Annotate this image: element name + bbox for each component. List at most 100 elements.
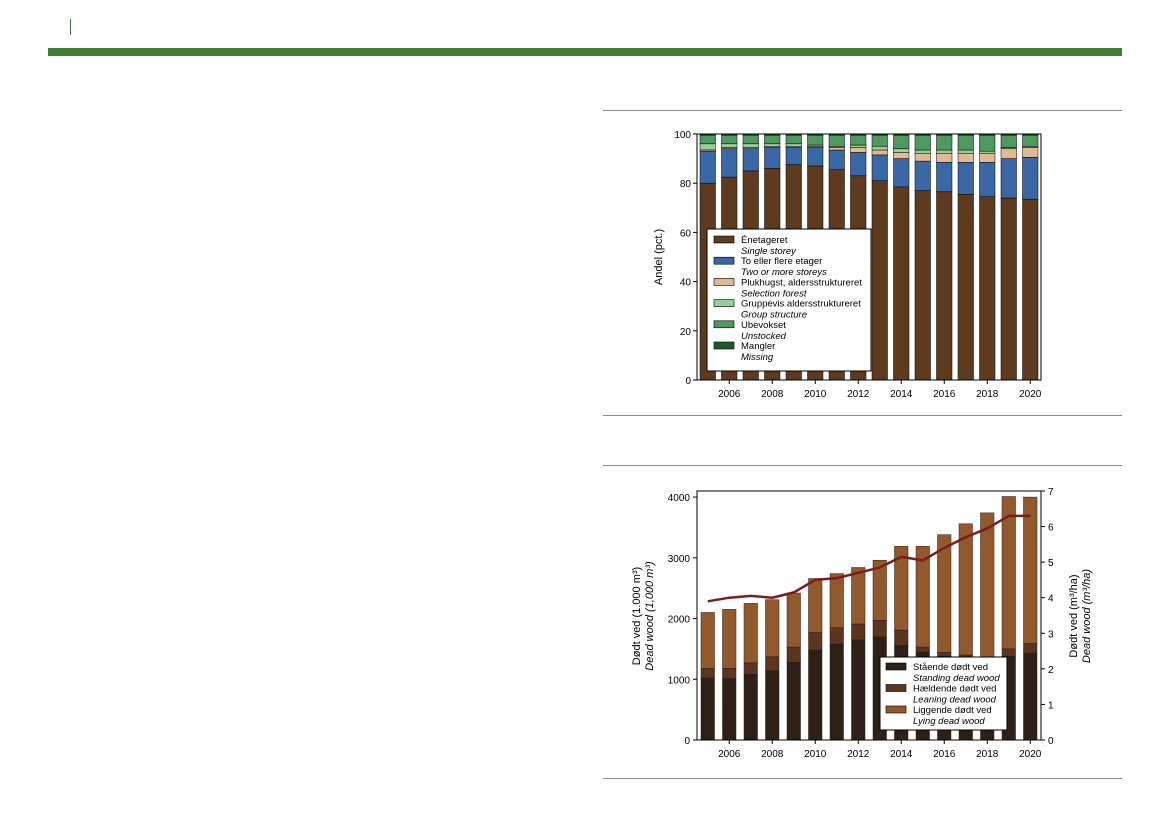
bar-2018-lying-dead-wood (980, 512, 995, 658)
x-tick-label-2012: 2012 (847, 389, 870, 400)
x-tick-label-2008: 2008 (761, 389, 784, 400)
bar-2009-leaning-dead-wood (786, 646, 801, 663)
chart1-bottom-rule (603, 415, 1122, 416)
y2-tick-label-4: 4 (1048, 594, 1054, 605)
legend-label-en-standing-dead-wood: Standing dead wood (913, 673, 1000, 684)
chart2-left-y-label: Dødt ved (1.000 m³) Dead wood (1,000 m³) (631, 561, 656, 671)
x-tick-label-2010: 2010 (804, 749, 827, 760)
legend-swatch-two-or-more-storeys (713, 256, 735, 265)
legend-label-unstocked: Ubevokset (741, 320, 786, 331)
legend-label-missing: Mangler (741, 341, 775, 352)
legend-label-en-missing: Missing (741, 352, 774, 363)
y-tick-label-60: 60 (680, 228, 692, 239)
y2-tick-label-6: 6 (1048, 523, 1054, 534)
legend-swatch-standing-dead-wood (885, 662, 907, 671)
chart1-y-axis: 0 20 40 60 80 100 (674, 130, 697, 387)
bar-2006-lying-dead-wood (722, 609, 737, 669)
chart2-y2-label-en: Dead wood (m³/ha) (1081, 569, 1093, 663)
legend-label-en-selection-forest: Selection forest (741, 288, 807, 299)
legend-swatch-lying-dead-wood (885, 705, 907, 714)
legend-swatch-leaning-dead-wood (885, 684, 907, 692)
bar-2005-lying-dead-wood (700, 612, 715, 669)
bar-2013-lying-dead-wood (872, 559, 887, 621)
bar-2005-leaning-dead-wood (700, 668, 715, 679)
x-tick-label-2006: 2006 (718, 749, 741, 760)
header-green-bar (48, 48, 1122, 56)
bar-2011-leaning-dead-wood (829, 627, 844, 645)
x-tick-label-2006: 2006 (718, 389, 741, 400)
chart2-y-label: Dødt ved (1.000 m³) (631, 567, 643, 665)
y2-tick-label-1: 1 (1048, 700, 1054, 711)
y-tick-label-0: 0 (684, 736, 690, 747)
legend-label-en-unstocked: Unstocked (741, 331, 787, 342)
bar-2008-leaning-dead-wood (765, 656, 780, 672)
bar-2016-lying-dead-wood (937, 534, 952, 653)
x-tick-label-2016: 2016 (933, 389, 956, 400)
legend-label-single-storey: Énetageret (741, 235, 788, 246)
chart2-bottom-rule (603, 778, 1122, 779)
chart2-plot-frame (696, 490, 1042, 741)
bar-2005-standing-dead-wood (700, 677, 715, 741)
bar-2011-standing-dead-wood (829, 643, 844, 741)
legend-label-selection-forest: Plukhugst, aldersstruktureret (741, 277, 862, 288)
y-tick-label-40: 40 (680, 278, 692, 289)
bar-2007-standing-dead-wood (743, 674, 758, 741)
x-tick-label-2012: 2012 (847, 749, 870, 760)
bar-2016-leaning-dead-wood (937, 652, 952, 657)
bar-2010-standing-dead-wood (808, 649, 823, 741)
chart2-y2-label: Dødt ved (m³/ha) (1068, 574, 1080, 657)
y-tick-label-4000: 4000 (668, 493, 691, 504)
y-tick-label-20: 20 (680, 327, 692, 338)
legend-swatch-selection-forest (713, 278, 735, 286)
bar-2007-lying-dead-wood (743, 603, 758, 664)
y2-tick-label-3: 3 (1048, 629, 1054, 640)
bar-2010-lying-dead-wood (808, 578, 823, 633)
bar-2014-lying-dead-wood (894, 546, 909, 631)
x-tick-label-2014: 2014 (890, 749, 913, 760)
legend-label-en-leaning-dead-wood: Leaning dead wood (913, 695, 997, 706)
y2-tick-label-0: 0 (1048, 736, 1054, 747)
legend-label-standing-dead-wood: Stående dødt ved (913, 662, 988, 673)
legend-label-group-structure: Gruppevis aldersstruktureret (741, 299, 861, 310)
chart2-right-y-axis: 0 1 2 3 4 5 6 7 (1041, 487, 1054, 747)
bar-2007-leaning-dead-wood (743, 662, 758, 675)
bar-2013-leaning-dead-wood (872, 620, 887, 638)
x-tick-label-2010: 2010 (804, 389, 827, 400)
bar-2020-standing-dead-wood (1023, 652, 1038, 741)
bar-2015-lying-dead-wood (915, 546, 930, 648)
bar-2019-leaning-dead-wood (1001, 648, 1016, 657)
bar-2008-lying-dead-wood (765, 599, 780, 658)
x-tick-label-2020: 2020 (1019, 749, 1042, 760)
chart2-per-hectare-line (707, 514, 1031, 603)
x-tick-label-2020: 2020 (1019, 389, 1042, 400)
bar-2008-standing-dead-wood (765, 670, 780, 741)
y-tick-label-3000: 3000 (668, 554, 691, 565)
legend-label-en-two-or-more-storeys: Two or more storeys (741, 267, 827, 278)
chart2-left-y-axis: 0 1000 2000 3000 4000 (668, 493, 697, 747)
bar-2019-lying-dead-wood (1001, 496, 1016, 650)
y-tick-label-80: 80 (680, 179, 692, 190)
chart1-y-label: Andel (pct.) (653, 229, 665, 285)
legend-swatch-group-structure (713, 299, 735, 307)
legend-swatch-single-storey (713, 235, 735, 244)
x-tick-label-2016: 2016 (933, 749, 956, 760)
legend-label-en-lying-dead-wood: Lying dead wood (913, 716, 985, 727)
x-tick-label-2018: 2018 (976, 389, 999, 400)
bar-2006-leaning-dead-wood (722, 668, 737, 679)
legend-label-en-single-storey: Single storey (741, 246, 797, 257)
legend-swatch-missing (713, 341, 735, 350)
bar-2012-lying-dead-wood (851, 567, 866, 625)
legend-label-lying-dead-wood: Liggende dødt ved (913, 705, 992, 716)
x-tick-label-2014: 2014 (890, 389, 913, 400)
bar-2017-lying-dead-wood (958, 523, 973, 656)
bar-2012-leaning-dead-wood (851, 623, 866, 641)
chart1-x-axis: 2006 2008 2010 2012 2014 2016 2018 2020 (718, 380, 1042, 400)
y2-tick-label-5: 5 (1048, 558, 1054, 569)
y-tick-label-1000: 1000 (668, 675, 691, 686)
chart2-y-label-en: Dead wood (1,000 m³) (644, 561, 656, 671)
legend-label-leaning-dead-wood: Hældende dødt ved (913, 684, 996, 695)
